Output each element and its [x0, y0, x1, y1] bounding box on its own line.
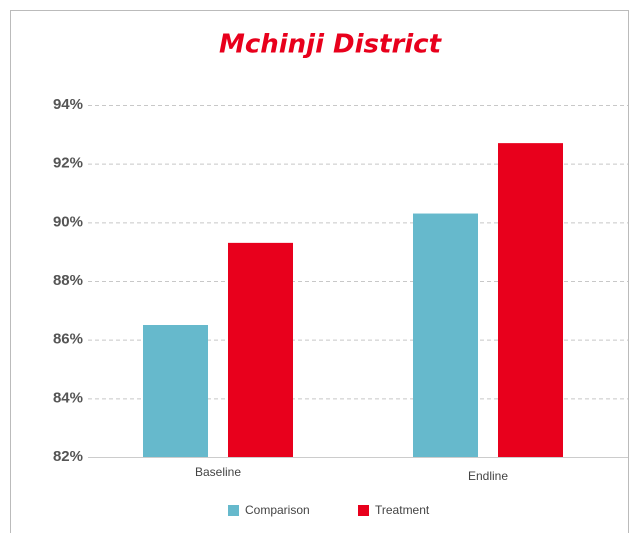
bar [498, 143, 563, 457]
y-tick-label: 84% [53, 389, 83, 406]
bar [228, 242, 293, 457]
frame [10, 10, 629, 533]
bar [413, 213, 478, 457]
y-tick-label: 92% [53, 155, 83, 172]
chart-title: Mchinji District [219, 30, 443, 60]
legend-label: Treatment [375, 503, 430, 517]
x-tick-label: Baseline [195, 465, 241, 479]
x-tick-label: Endline [468, 469, 508, 483]
legend-label: Comparison [245, 503, 310, 517]
legend-swatch [228, 505, 239, 516]
y-tick-label: 90% [53, 213, 83, 230]
y-tick-label: 86% [53, 331, 83, 348]
y-tick-label: 82% [53, 448, 83, 465]
y-tick-label: 94% [53, 96, 83, 113]
y-tick-label: 88% [53, 272, 83, 289]
legend-swatch [358, 505, 369, 516]
bar [143, 325, 208, 457]
